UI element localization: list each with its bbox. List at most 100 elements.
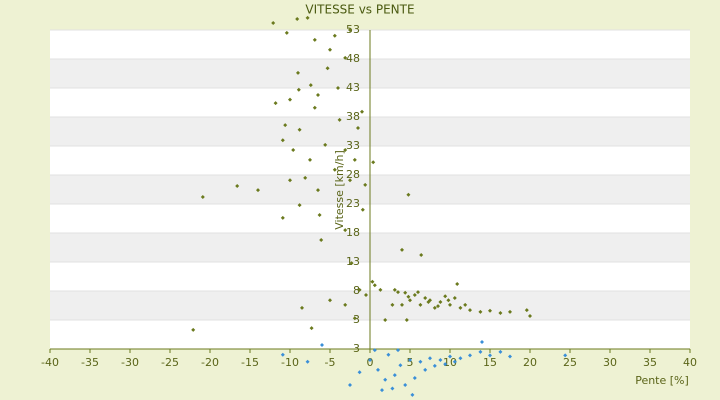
point — [398, 363, 403, 368]
x-tick-label: -5 — [325, 356, 336, 369]
point — [383, 318, 388, 322]
point — [400, 247, 404, 252]
point — [392, 287, 397, 292]
point — [319, 237, 324, 242]
x-tick-label: -30 — [121, 356, 139, 369]
point — [458, 305, 463, 310]
point — [390, 302, 395, 307]
point — [308, 83, 313, 88]
x-tick-label: -15 — [241, 356, 259, 369]
point — [305, 359, 310, 364]
point — [343, 228, 348, 233]
y-tick-label: 23 — [346, 197, 360, 210]
x-tick-label: 40 — [683, 356, 697, 369]
point — [325, 66, 330, 71]
point — [448, 302, 452, 307]
x-tick-label: 35 — [643, 356, 657, 369]
point — [343, 55, 348, 60]
point — [438, 358, 443, 363]
point — [404, 318, 409, 322]
point — [423, 367, 428, 372]
point — [303, 175, 308, 180]
point — [370, 279, 375, 284]
x-tick-label: -40 — [41, 356, 59, 369]
point — [524, 308, 529, 313]
point — [408, 358, 412, 363]
x-tick-label: 20 — [523, 356, 537, 369]
point — [480, 340, 484, 345]
point — [423, 295, 428, 300]
point — [448, 354, 452, 359]
point — [432, 363, 437, 368]
y-axis-label: Vitesse [km/h] — [333, 150, 346, 230]
point — [364, 293, 368, 298]
point — [308, 157, 312, 162]
point — [297, 203, 302, 208]
point — [408, 298, 412, 303]
point — [412, 293, 417, 298]
point — [368, 358, 372, 363]
point — [291, 148, 296, 153]
point — [463, 302, 468, 307]
point — [386, 352, 391, 357]
x-tick-label: 15 — [483, 356, 497, 369]
point — [332, 33, 337, 38]
x-tick-label: -20 — [201, 356, 219, 369]
point — [426, 300, 431, 305]
point — [296, 70, 300, 75]
point — [410, 392, 415, 397]
y-tick-label: 28 — [346, 168, 360, 181]
point — [317, 213, 322, 218]
point — [360, 207, 365, 212]
point — [371, 160, 376, 165]
point — [488, 308, 492, 313]
point — [316, 188, 320, 193]
point — [563, 353, 568, 358]
point — [300, 305, 304, 310]
point — [348, 178, 352, 183]
point — [273, 101, 278, 106]
x-tick-label: -35 — [81, 356, 99, 369]
point — [337, 117, 342, 122]
point — [458, 356, 463, 361]
point — [288, 97, 292, 102]
point — [383, 377, 388, 382]
point — [372, 348, 377, 353]
point — [328, 47, 332, 52]
y-tick-label: 48 — [346, 52, 360, 65]
point — [363, 182, 368, 187]
point — [378, 287, 383, 292]
point — [428, 356, 432, 361]
x-tick-label: 30 — [603, 356, 617, 369]
point — [316, 92, 320, 97]
point — [280, 138, 285, 143]
point — [360, 109, 364, 114]
point — [419, 253, 424, 258]
point — [400, 302, 404, 307]
point — [348, 28, 352, 32]
point — [392, 373, 397, 378]
point — [432, 305, 437, 310]
x-tick-label: -25 — [161, 356, 179, 369]
point — [372, 283, 377, 288]
point — [443, 362, 448, 367]
point — [436, 304, 440, 309]
point — [356, 126, 360, 131]
point — [309, 326, 314, 331]
point — [357, 287, 362, 292]
point — [478, 349, 483, 354]
y-tick-label: 8 — [353, 284, 360, 297]
point — [320, 342, 324, 347]
point — [200, 195, 205, 200]
x-tick-label: 5 — [407, 356, 414, 369]
point — [336, 86, 340, 90]
point — [280, 352, 285, 357]
point — [498, 349, 503, 354]
point — [348, 382, 352, 387]
y-tick-label: 53 — [346, 23, 360, 36]
point — [498, 311, 503, 316]
point — [396, 290, 400, 295]
point — [376, 367, 380, 372]
point — [452, 295, 457, 300]
point — [380, 388, 384, 393]
